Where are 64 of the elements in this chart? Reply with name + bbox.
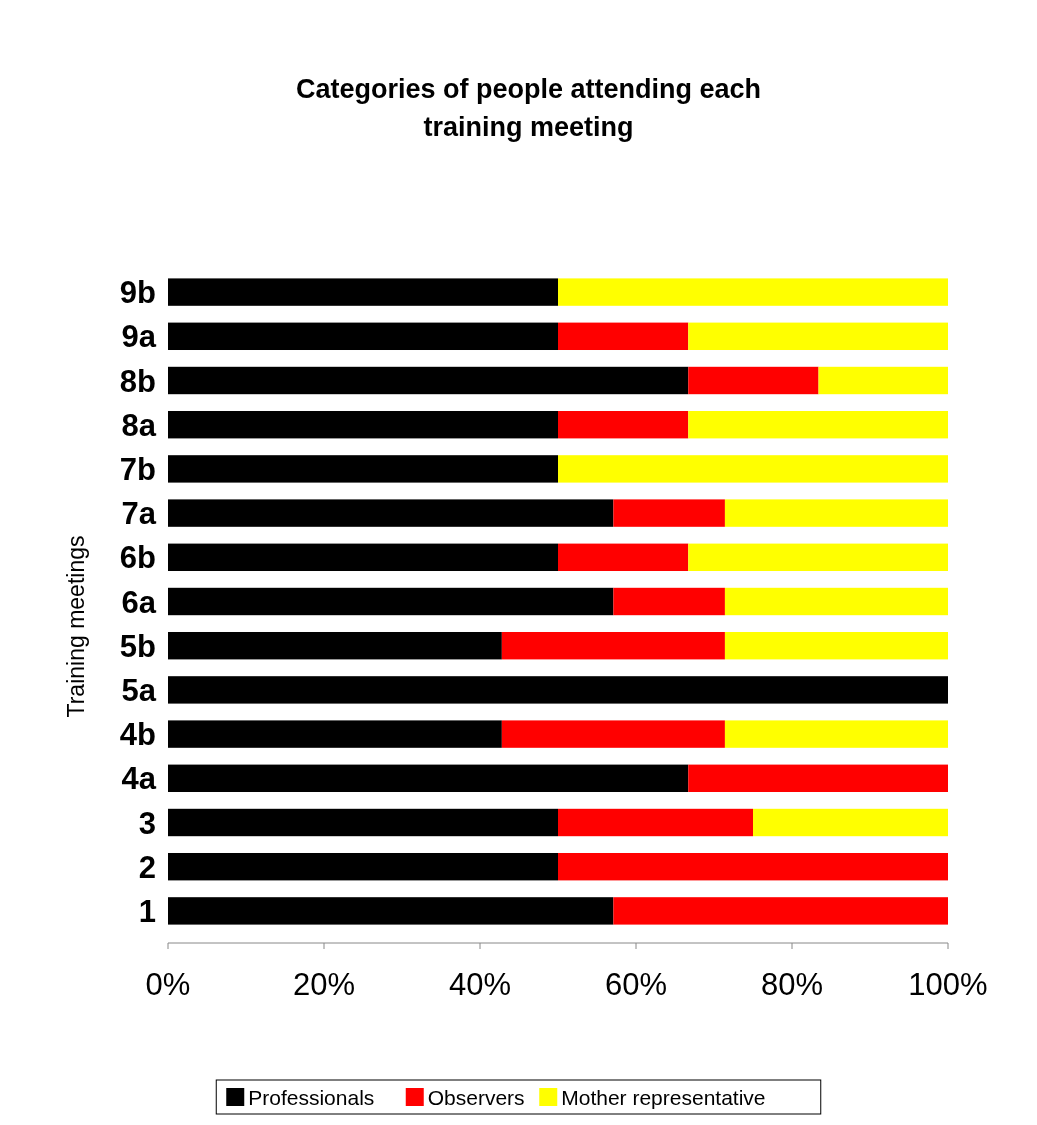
y-tick-label: 4b bbox=[119, 717, 156, 753]
x-tick-label: 60% bbox=[604, 967, 668, 1002]
y-tick-label: 4a bbox=[121, 761, 157, 797]
legend-label: Observers bbox=[427, 1086, 525, 1109]
bar bbox=[818, 366, 948, 395]
bar bbox=[558, 808, 753, 837]
bar bbox=[724, 632, 948, 660]
bar bbox=[168, 897, 614, 925]
y-tick-label: 6b bbox=[119, 540, 156, 576]
bar bbox=[688, 764, 948, 792]
x-tick-label: 100% bbox=[908, 967, 988, 1002]
bar bbox=[613, 897, 948, 925]
bar bbox=[558, 322, 689, 350]
bar bbox=[501, 720, 725, 748]
bar bbox=[501, 632, 725, 660]
bar bbox=[168, 543, 558, 571]
bar bbox=[688, 543, 948, 571]
bar bbox=[168, 587, 614, 616]
bar bbox=[168, 411, 558, 439]
bar bbox=[168, 632, 502, 660]
y-tick-label: 7b bbox=[119, 451, 156, 487]
x-tick-label: 80% bbox=[760, 967, 824, 1002]
y-tick-label: 3 bbox=[138, 805, 156, 841]
bar bbox=[613, 587, 725, 616]
bar bbox=[724, 499, 948, 527]
bar bbox=[168, 322, 558, 350]
x-tick-label: 0% bbox=[145, 967, 191, 1002]
y-tick-label: 2 bbox=[138, 849, 156, 885]
y-tick-label: 1 bbox=[138, 893, 156, 929]
bar bbox=[168, 764, 689, 792]
legend-label: Mother representative bbox=[561, 1086, 766, 1109]
bar bbox=[558, 853, 948, 881]
bar bbox=[724, 587, 948, 616]
y-tick-label: 9b bbox=[119, 275, 156, 311]
x-tick-label: 40% bbox=[448, 967, 512, 1002]
bar bbox=[724, 720, 948, 748]
bar bbox=[558, 278, 948, 306]
bar bbox=[168, 676, 948, 704]
bar bbox=[558, 455, 948, 483]
bar bbox=[688, 411, 948, 439]
y-tick-label: 5b bbox=[119, 628, 156, 664]
y-tick-label: 9a bbox=[121, 319, 157, 355]
legend-label: Professionals bbox=[248, 1086, 375, 1109]
bar bbox=[558, 543, 689, 571]
bar bbox=[168, 720, 502, 748]
bar bbox=[168, 278, 558, 306]
bar bbox=[168, 499, 614, 527]
bar bbox=[688, 322, 948, 350]
y-tick-label: 7a bbox=[121, 496, 157, 532]
y-tick-label: 8b bbox=[119, 363, 156, 399]
bar bbox=[558, 411, 689, 439]
y-tick-label: 8a bbox=[121, 407, 157, 443]
y-tick-label: 6a bbox=[121, 584, 157, 620]
y-tick-label: 5a bbox=[121, 672, 157, 708]
bar bbox=[613, 499, 725, 527]
bar bbox=[168, 455, 558, 483]
bar bbox=[168, 366, 689, 395]
bar bbox=[753, 808, 948, 837]
x-tick-label: 20% bbox=[292, 967, 356, 1002]
bar bbox=[168, 853, 558, 881]
bar bbox=[688, 366, 819, 395]
chart-title: Categories of people attending each training meeting bbox=[295, 74, 762, 142]
bar bbox=[168, 808, 558, 837]
y-axis-title: Training meetings bbox=[63, 535, 89, 718]
